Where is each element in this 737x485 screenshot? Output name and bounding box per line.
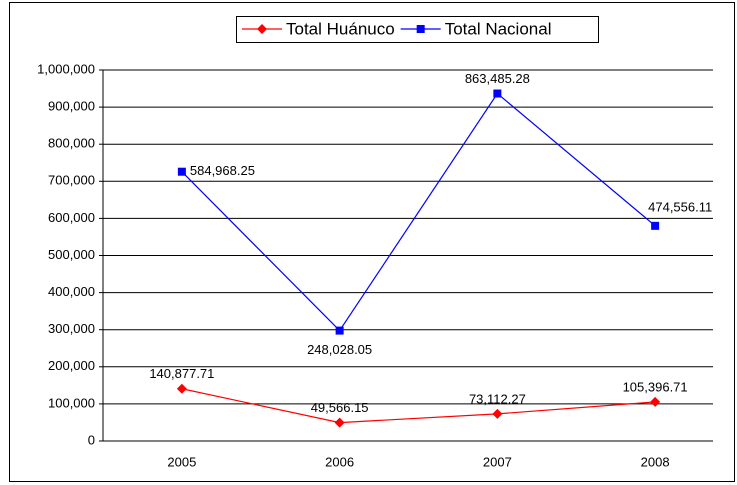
- y-tick-label: 300,000: [48, 321, 95, 336]
- y-tick-label: 0: [88, 432, 95, 447]
- x-tick-label: 2007: [483, 454, 512, 469]
- y-tick-label: 800,000: [48, 136, 95, 151]
- data-label: 73,112.27: [469, 391, 526, 406]
- series-line: [181, 92, 656, 332]
- legend-marker: [257, 24, 267, 34]
- y-tick-label: 200,000: [48, 358, 95, 373]
- data-label: 248,028.05: [307, 342, 372, 357]
- data-label: 49,566.15: [311, 400, 369, 415]
- point: [651, 221, 660, 230]
- data-label: 140,877.71: [149, 366, 214, 381]
- y-tick-label: 500,000: [48, 247, 95, 262]
- data-label: 863,485.28: [465, 71, 530, 86]
- point: [335, 326, 344, 335]
- point: [650, 396, 661, 407]
- chart-border: [9, 2, 735, 482]
- point: [176, 383, 187, 394]
- data-label: 105,396.71: [623, 379, 688, 394]
- legend-label: Total Nacional: [445, 19, 552, 38]
- point: [177, 167, 186, 176]
- point: [334, 417, 345, 428]
- y-tick-label: 1,000,000: [37, 61, 95, 76]
- y-tick-label: 600,000: [48, 210, 95, 225]
- y-tick-label: 100,000: [48, 395, 95, 410]
- y-tick-label: 700,000: [48, 173, 95, 188]
- legend-marker: [416, 25, 425, 33]
- x-tick-label: 2006: [325, 454, 354, 469]
- data-label: 474,556.11: [648, 199, 712, 214]
- legend-label: Total Huánuco: [286, 19, 395, 38]
- x-tick-label: 2005: [167, 454, 196, 469]
- point: [492, 408, 503, 419]
- data-label: 584,968.25: [190, 163, 255, 178]
- series-line: [181, 388, 656, 424]
- y-tick-label: 400,000: [48, 284, 95, 299]
- y-tick-label: 900,000: [48, 99, 95, 114]
- x-tick-label: 2008: [641, 454, 670, 469]
- point: [493, 89, 502, 98]
